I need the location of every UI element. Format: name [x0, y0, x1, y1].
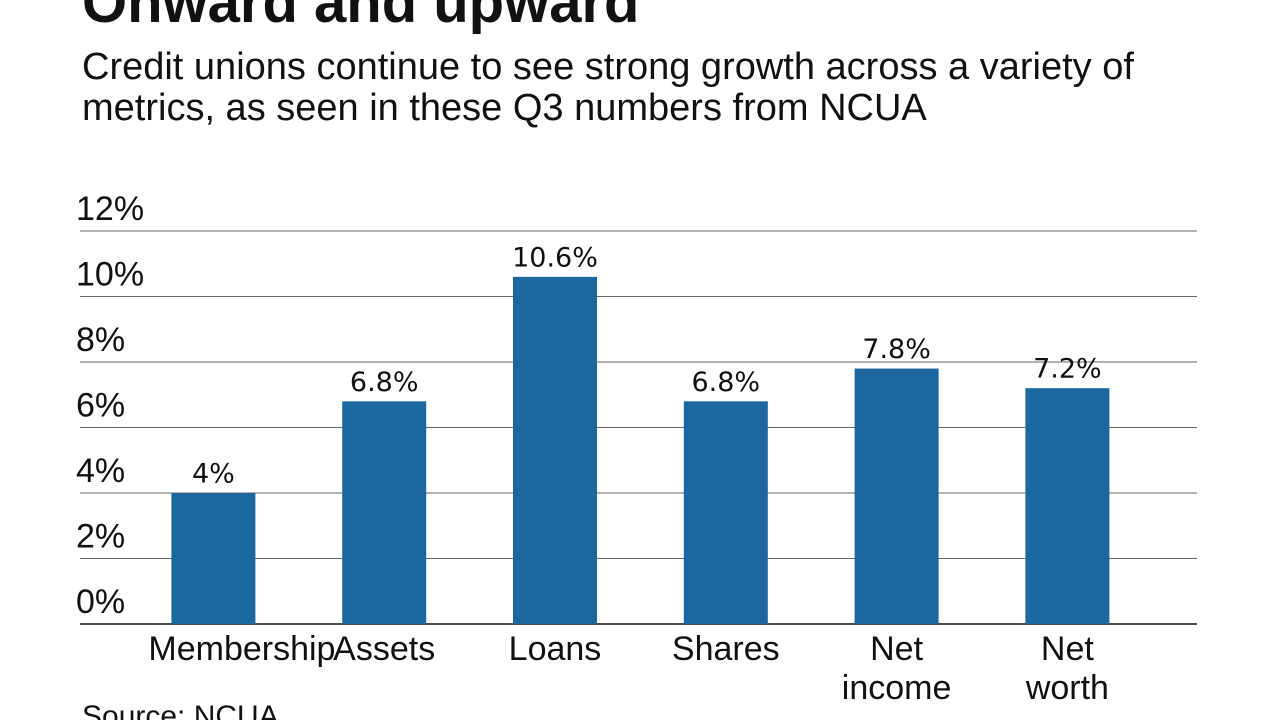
bar — [1025, 388, 1110, 624]
x-tick-label-box: Net income — [767, 630, 1027, 708]
x-tick-label-box: Net worth — [937, 630, 1197, 708]
source-note: Source: NCUA — [82, 700, 279, 720]
data-label: 6.8% — [691, 367, 760, 398]
y-tick-label: 6% — [76, 386, 125, 424]
bar — [171, 493, 256, 624]
data-label: 6.8% — [350, 367, 419, 398]
y-tick-label: 10% — [76, 255, 144, 293]
bar — [513, 276, 597, 624]
y-tick-label: 4% — [76, 452, 125, 490]
data-label: 10.6% — [512, 242, 598, 273]
bar — [854, 368, 939, 624]
data-label: 7.2% — [1033, 354, 1102, 385]
x-tick-label: Shares — [671, 630, 780, 668]
data-label: 7.8% — [862, 334, 931, 365]
data-label: 4% — [192, 459, 235, 490]
x-tick-label: Net worth — [1025, 630, 1109, 707]
x-tick-label-box: Loans — [425, 630, 685, 669]
y-tick-label: 8% — [76, 321, 125, 359]
chart-subtitle: Credit unions continue to see strong gro… — [82, 46, 1134, 129]
x-tick-label-box: Assets — [254, 630, 514, 669]
chart-title: Onward and upward — [82, 0, 640, 35]
x-tick-label: Net income — [841, 630, 952, 707]
x-tick-label-box: Membership — [83, 630, 343, 669]
x-tick-label: Assets — [333, 630, 436, 668]
x-tick-label: Loans — [508, 630, 602, 668]
bar — [342, 401, 427, 624]
y-tick-label: 2% — [76, 517, 125, 555]
bar — [683, 401, 768, 624]
y-tick-label: 12% — [76, 190, 144, 228]
y-tick-label: 0% — [76, 583, 125, 621]
x-tick-label-box: Shares — [596, 630, 856, 669]
